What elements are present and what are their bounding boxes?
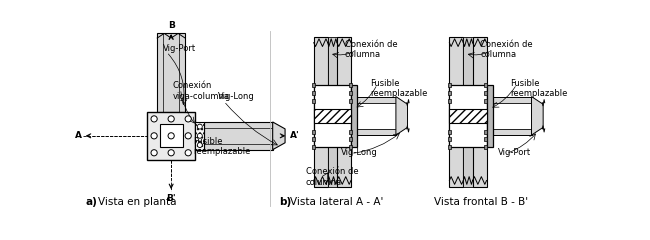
Text: Vig-Port: Vig-Port [498,148,531,157]
Circle shape [198,143,202,148]
Circle shape [185,133,191,139]
Text: Vig-Long: Vig-Long [218,92,254,101]
Bar [484,84,488,87]
Bar [328,36,337,187]
Bar [159,124,183,147]
Bar [484,91,488,95]
Bar [484,99,488,103]
Text: Vista frontal B - B': Vista frontal B - B' [434,198,528,207]
Text: Vista lateral A - A': Vista lateral A - A' [291,198,384,207]
Text: Vig-Long: Vig-Long [341,148,378,157]
Bar [357,129,396,135]
Text: Conexión de
columna: Conexión de columna [480,40,533,59]
Bar [348,99,352,103]
Bar [205,122,273,150]
Text: B': B' [166,194,176,203]
Text: Conexión
viga-columna: Conexión viga-columna [173,81,229,101]
Circle shape [168,116,174,122]
Circle shape [198,124,202,129]
Circle shape [151,133,157,139]
Bar [484,137,488,141]
Circle shape [198,133,202,138]
Circle shape [151,150,157,156]
Text: A: A [75,131,82,140]
Bar [147,112,195,160]
Bar [493,103,532,129]
Text: Conexión de
columna: Conexión de columna [306,168,359,187]
Bar [348,145,352,149]
Bar [448,130,451,133]
Bar [448,84,451,87]
Text: Fusible
reemplazable: Fusible reemplazable [194,137,251,156]
Text: Vig-Port: Vig-Port [163,43,196,53]
Bar [448,145,451,149]
Circle shape [151,116,157,122]
Polygon shape [273,122,285,150]
Bar [449,85,487,147]
Bar [348,91,352,95]
Bar [487,85,493,147]
Text: Vista en planta: Vista en planta [98,198,177,207]
Text: b): b) [279,198,291,207]
Bar [473,36,487,187]
Bar [449,36,463,187]
Bar [348,137,352,141]
Bar [493,129,532,135]
Bar [484,145,488,149]
Bar [351,85,357,147]
Bar [463,36,473,187]
Bar [314,109,351,123]
Text: Fusible
reemplazable: Fusible reemplazable [511,79,568,98]
Bar [484,130,488,133]
Polygon shape [396,96,408,135]
Bar [449,109,487,123]
Text: B: B [168,21,175,30]
Bar [312,145,315,149]
Bar [312,99,315,103]
Bar [337,36,351,187]
Bar [312,137,315,141]
Bar [448,99,451,103]
Bar [448,137,451,141]
Bar [314,36,328,187]
Bar [357,96,396,103]
Bar [312,130,315,133]
Bar [348,130,352,133]
Bar [348,84,352,87]
Bar [195,122,205,150]
Polygon shape [532,96,543,135]
Bar [312,91,315,95]
Text: Conexión de
columna: Conexión de columna [344,40,397,59]
Circle shape [168,150,174,156]
Bar [448,91,451,95]
Circle shape [185,116,191,122]
Bar [493,96,532,103]
Bar [157,33,185,112]
Bar [312,84,315,87]
Text: a): a) [85,198,97,207]
Bar [357,103,396,129]
Bar [314,85,351,147]
Text: A': A' [290,131,300,140]
Circle shape [185,150,191,156]
Circle shape [168,133,174,139]
Text: Fusible
reemplazable: Fusible reemplazable [370,79,428,98]
